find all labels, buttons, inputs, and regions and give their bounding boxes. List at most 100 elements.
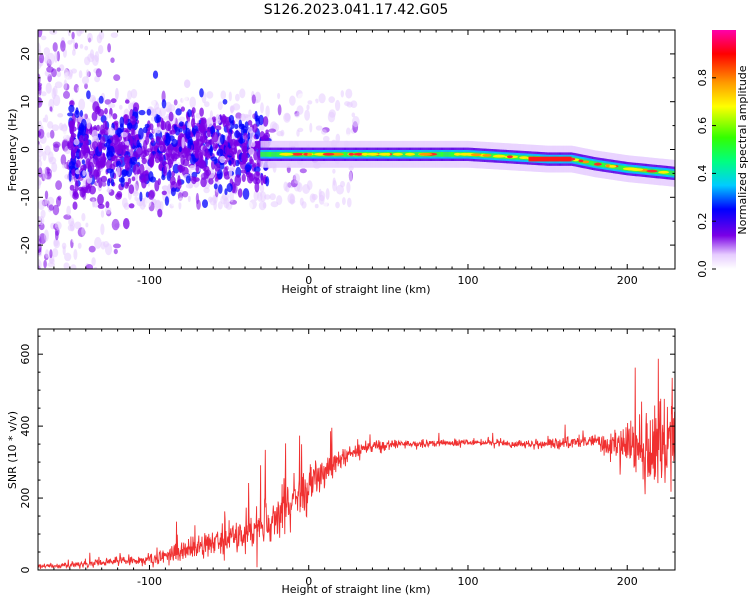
heatmap-cell bbox=[263, 194, 271, 200]
heatmap-cell bbox=[38, 83, 42, 92]
heatmap-cell bbox=[234, 123, 239, 130]
heatmap-cell bbox=[182, 191, 189, 198]
heatmap-cell bbox=[246, 201, 253, 210]
heatmap-cell bbox=[241, 142, 247, 153]
heatmap-cell bbox=[150, 100, 156, 107]
heatmap-cell bbox=[251, 141, 256, 148]
heatmap-cell bbox=[213, 183, 218, 190]
heatmap-cell bbox=[161, 99, 167, 109]
heatmap-cell bbox=[100, 156, 107, 162]
heatmap-cell bbox=[192, 177, 200, 183]
heatmap-cell bbox=[77, 242, 82, 249]
heatmap-cell bbox=[53, 143, 60, 152]
heatmap-cell bbox=[60, 124, 68, 132]
colorbar: 0.0 0.2 0.4 0.6 0.8 Normalized spectral ampl… bbox=[696, 30, 749, 278]
heatmap-cell bbox=[198, 151, 203, 160]
heatmap-cell bbox=[299, 197, 304, 206]
heatmap-cell bbox=[344, 101, 351, 107]
heatmap-cell bbox=[296, 182, 303, 193]
heatmap-cell bbox=[167, 143, 174, 156]
heatmap-cell bbox=[482, 154, 492, 157]
heatmap-cell bbox=[251, 162, 257, 168]
heatmap-cell bbox=[252, 123, 258, 133]
heatmap-cell bbox=[350, 100, 358, 108]
heatmap-cell bbox=[234, 130, 241, 139]
x-tick-label: 200 bbox=[617, 274, 638, 287]
heatmap-cell bbox=[341, 175, 346, 181]
heatmap-cell bbox=[265, 129, 269, 135]
heatmap-cell bbox=[92, 55, 99, 66]
heatmap-cell bbox=[220, 195, 228, 205]
colorbar-tick-label: 0.2 bbox=[696, 212, 709, 230]
heatmap-cell bbox=[235, 93, 240, 102]
heatmap-cell bbox=[51, 162, 58, 173]
heatmap-cell bbox=[185, 183, 194, 189]
heatmap-cell bbox=[170, 198, 178, 207]
spectrogram-ylabel: Frequency (Hz) bbox=[6, 109, 19, 192]
heatmap-cell bbox=[347, 197, 352, 208]
heatmap-cell bbox=[92, 198, 95, 208]
heatmap-cell bbox=[323, 135, 330, 143]
heatmap-cell bbox=[112, 134, 119, 140]
heatmap-cell bbox=[52, 248, 59, 258]
heatmap-cell bbox=[438, 151, 440, 157]
heatmap-cell bbox=[38, 73, 41, 85]
heatmap-cell bbox=[165, 108, 172, 113]
heatmap-cell bbox=[78, 70, 83, 79]
heatmap-cell bbox=[280, 129, 285, 137]
heatmap-cell bbox=[591, 160, 593, 166]
heatmap-cell bbox=[164, 196, 169, 206]
heatmap-cell bbox=[97, 109, 105, 117]
heatmap-cell bbox=[151, 108, 157, 117]
heatmap-cell bbox=[506, 155, 513, 159]
heatmap-cell bbox=[283, 112, 291, 123]
heatmap-cell bbox=[346, 151, 348, 157]
heatmap-cell bbox=[63, 262, 70, 269]
heatmap-cell bbox=[260, 173, 264, 186]
heatmap-cell bbox=[38, 159, 43, 168]
heatmap-cell bbox=[458, 152, 472, 156]
heatmap-cell bbox=[224, 146, 230, 155]
heatmap-cell bbox=[81, 227, 85, 236]
heatmap-cell bbox=[123, 154, 130, 165]
heatmap-cell bbox=[121, 169, 129, 177]
heatmap-cell bbox=[285, 182, 292, 188]
heatmap-cell bbox=[165, 132, 170, 138]
heatmap-cell bbox=[200, 177, 207, 188]
heatmap-cell bbox=[110, 178, 115, 187]
heatmap-cell bbox=[378, 152, 391, 156]
heatmap-cell bbox=[133, 102, 140, 112]
heatmap-cell bbox=[98, 177, 103, 189]
heatmap-cell bbox=[132, 128, 136, 138]
heatmap-cell bbox=[309, 193, 316, 203]
heatmap-cell bbox=[490, 153, 493, 159]
heatmap-cell bbox=[617, 164, 620, 170]
heatmap-cell bbox=[671, 170, 673, 176]
heatmap-cell bbox=[289, 194, 295, 205]
heatmap-cell bbox=[269, 193, 276, 201]
heatmap-cell bbox=[239, 133, 244, 145]
heatmap-cell bbox=[170, 129, 176, 135]
heatmap-cell bbox=[274, 151, 277, 157]
heatmap-cell bbox=[578, 159, 584, 163]
heatmap-cell bbox=[335, 201, 340, 209]
heatmap-cell bbox=[275, 151, 278, 157]
heatmap-cell bbox=[113, 74, 121, 81]
heatmap-cell bbox=[71, 31, 75, 40]
heatmap-cell bbox=[241, 173, 246, 183]
heatmap-cell bbox=[340, 180, 345, 188]
heatmap-cell bbox=[318, 93, 326, 104]
heatmap-cell bbox=[75, 159, 81, 168]
heatmap-cell bbox=[217, 101, 223, 111]
heatmap-cell bbox=[163, 165, 168, 177]
heatmap-cell bbox=[115, 87, 119, 100]
heatmap-cell bbox=[104, 142, 108, 147]
heatmap-cell bbox=[268, 151, 270, 157]
heatmap-cell bbox=[161, 185, 169, 191]
heatmap-cell bbox=[86, 118, 91, 130]
heatmap-cell bbox=[129, 115, 137, 126]
heatmap-cell bbox=[113, 248, 118, 255]
heatmap-cell bbox=[182, 92, 188, 105]
heatmap-cell bbox=[271, 151, 274, 157]
heatmap-cell bbox=[113, 243, 121, 249]
